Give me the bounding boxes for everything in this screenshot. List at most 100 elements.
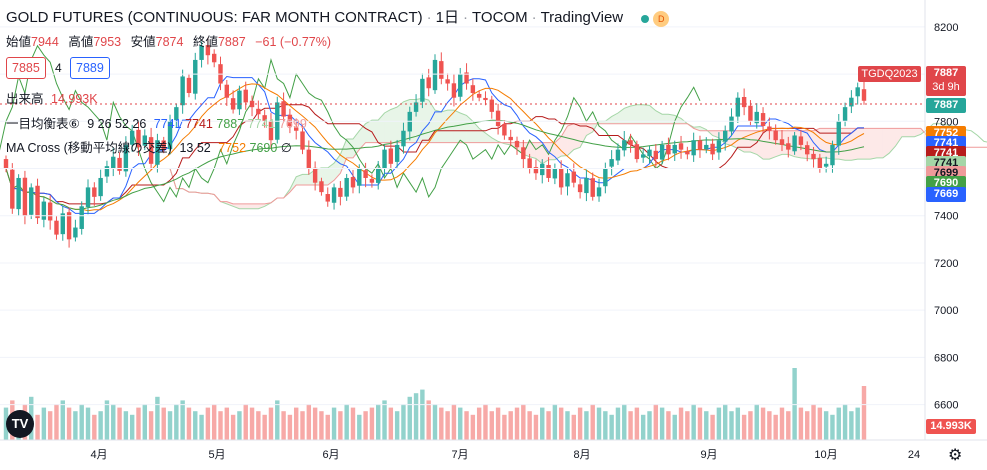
candle-body bbox=[338, 187, 343, 197]
volume-bar bbox=[729, 411, 734, 440]
price-tick-label: 7400 bbox=[934, 211, 958, 223]
candle-body bbox=[495, 110, 501, 127]
volume-bar bbox=[230, 414, 236, 440]
interval[interactable]: 1日 bbox=[435, 9, 460, 26]
volume-bar bbox=[92, 414, 97, 440]
change-value: −61 (−0.77%) bbox=[255, 35, 331, 49]
price-axis[interactable]: 820080007800760074007200700068006600 bbox=[0, 0, 987, 441]
candle-body bbox=[148, 137, 154, 164]
candle bbox=[653, 143, 659, 168]
candle-body bbox=[432, 59, 438, 91]
gear-icon[interactable]: ⚙ bbox=[948, 447, 963, 464]
cloud-segment bbox=[226, 201, 234, 207]
candle-body bbox=[855, 87, 860, 97]
volume-bar bbox=[458, 407, 463, 440]
candle-body bbox=[281, 101, 286, 117]
cloud-segment bbox=[321, 167, 328, 186]
candle-body bbox=[205, 45, 211, 56]
candle bbox=[508, 129, 513, 147]
candle bbox=[136, 120, 141, 157]
candle-body bbox=[199, 45, 204, 60]
volume-bar bbox=[161, 407, 166, 440]
volume-bar bbox=[483, 404, 488, 440]
open-value: 7944 bbox=[31, 35, 59, 49]
candle-body bbox=[685, 151, 690, 155]
cloud-segment bbox=[548, 142, 555, 160]
candle bbox=[672, 140, 677, 161]
volume-bar bbox=[432, 404, 438, 440]
candle bbox=[773, 124, 778, 145]
cloud-segment bbox=[580, 123, 587, 148]
tenkan-value: 7741 bbox=[153, 117, 182, 131]
candle bbox=[521, 139, 526, 169]
cloud-segment bbox=[908, 128, 915, 137]
volume-bar bbox=[527, 411, 532, 440]
volume-bar bbox=[558, 407, 564, 440]
volume-bar bbox=[155, 396, 160, 440]
candle bbox=[691, 132, 696, 162]
volume-bar bbox=[685, 411, 690, 440]
candle-body bbox=[590, 178, 595, 197]
volume-bar bbox=[136, 407, 141, 440]
candle bbox=[546, 157, 551, 182]
volume-legend[interactable]: 出来高 14.993K bbox=[6, 88, 98, 107]
candle-body bbox=[811, 153, 816, 160]
cloud-segment bbox=[334, 154, 341, 181]
ask-button[interactable]: 7889 bbox=[70, 57, 110, 79]
open-label: 始値 bbox=[6, 35, 32, 49]
cloud-segment bbox=[378, 113, 385, 143]
candle-body bbox=[123, 144, 129, 172]
candle bbox=[483, 91, 488, 106]
candle bbox=[205, 37, 211, 65]
delayed-data-icon[interactable]: D bbox=[653, 10, 670, 27]
candle-body bbox=[476, 93, 482, 98]
candle bbox=[596, 178, 602, 202]
volume-bar bbox=[35, 414, 40, 440]
cloud-segment bbox=[655, 110, 663, 124]
volume-bar bbox=[199, 414, 204, 440]
candle-body bbox=[704, 144, 709, 150]
volume-bar bbox=[470, 414, 476, 440]
tradingview-logo-icon[interactable]: TV bbox=[6, 410, 34, 438]
candle-body bbox=[754, 111, 759, 124]
volume-bar bbox=[338, 411, 343, 440]
candle-body bbox=[634, 144, 640, 160]
candle bbox=[792, 131, 797, 155]
ma-cross-legend[interactable]: MA Cross (移動平均線の交差) 13 52 7752 7690 ∅ bbox=[6, 137, 292, 156]
candle-body bbox=[357, 168, 362, 186]
volume-bar bbox=[628, 411, 633, 440]
candle-body bbox=[773, 130, 778, 141]
volume-bar bbox=[786, 411, 791, 440]
volume-bar bbox=[275, 400, 280, 440]
candle-body bbox=[640, 154, 646, 158]
candle-body bbox=[741, 96, 747, 108]
candle bbox=[29, 183, 34, 220]
candle bbox=[54, 216, 59, 240]
candle bbox=[60, 205, 65, 241]
candle-body bbox=[401, 130, 406, 147]
candle bbox=[243, 81, 248, 110]
volume-bar bbox=[331, 407, 337, 440]
ichimoku-legend[interactable]: 一目均衡表⑥ 9 26 52 26 7741 7741 7887 7741 76… bbox=[6, 113, 307, 132]
candle-body bbox=[66, 212, 72, 240]
candle-body bbox=[672, 144, 677, 154]
candle-body bbox=[817, 157, 823, 169]
candle-body bbox=[729, 116, 734, 132]
candle bbox=[41, 197, 47, 228]
cloud-segment bbox=[390, 107, 398, 143]
candle-body bbox=[211, 53, 217, 63]
volume-bar bbox=[350, 407, 356, 440]
bid-button[interactable]: 7885 bbox=[6, 57, 46, 79]
candle bbox=[369, 174, 375, 188]
volume-bar bbox=[861, 386, 867, 440]
volume-bar bbox=[849, 411, 854, 440]
candle bbox=[823, 156, 829, 173]
candle bbox=[123, 136, 129, 177]
candle bbox=[495, 103, 501, 135]
candle bbox=[312, 161, 318, 191]
exchange: TOCOM bbox=[472, 9, 528, 26]
time-axis[interactable]: 4月 5月 6月 7月 8月 9月 10月 24 bbox=[90, 449, 920, 461]
ohlc-row: 始値7944 高値7953 安値7874 終値7887 −61 (−0.77%) bbox=[6, 31, 337, 50]
ma-cross-params: 13 52 bbox=[179, 141, 211, 155]
